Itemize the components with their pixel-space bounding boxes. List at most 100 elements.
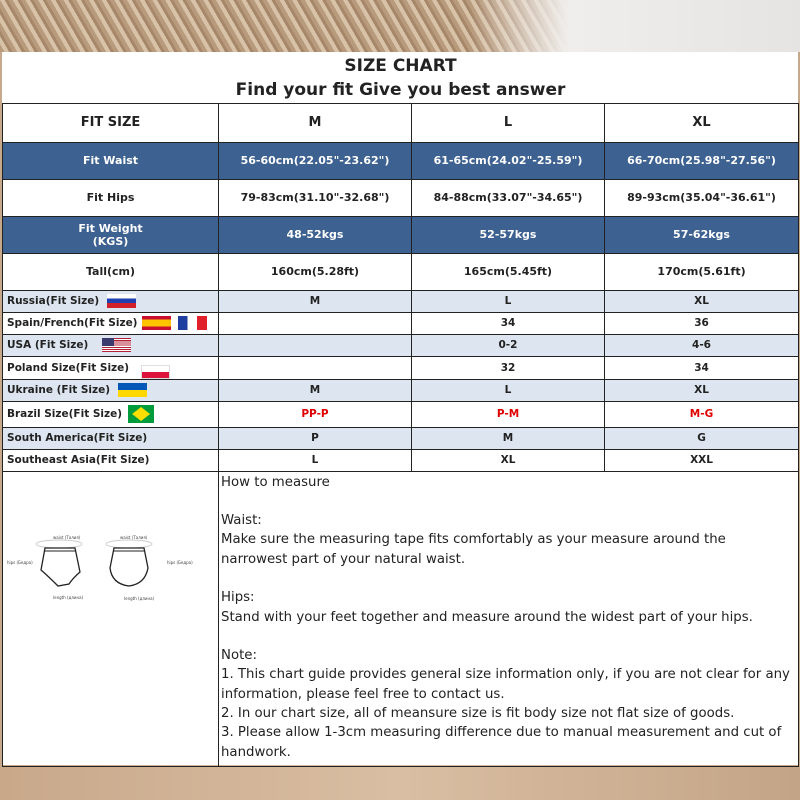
chart-title: SIZE CHART Find your fit Give you best an… (2, 52, 799, 104)
diagram-waist-label: waist (Талия) (53, 534, 81, 540)
diagram-hips-label: hips (Бедра) (7, 559, 33, 565)
row-label: USA (Fit Size) (2, 333, 219, 357)
row-label-line1: Fit Weight (78, 221, 143, 235)
country-label: Poland Size(Fit Size) (7, 361, 130, 374)
cell: 89-93cm(35.04"-36.61") (603, 178, 800, 217)
header-fit-size: FIT SIZE (2, 102, 219, 143)
row-label: South America(Fit Size) (2, 426, 219, 450)
brazil-flag-icon (128, 405, 155, 423)
note-title: Note: (221, 648, 257, 664)
waist-text: Make sure the measuring tape fits comfor… (221, 532, 726, 567)
note-item: 2. In our chart size, all of meansure si… (221, 706, 735, 722)
france-flag-icon (177, 316, 207, 330)
cell: 52-57kgs (411, 215, 605, 254)
row-poland: Poland Size(Fit Size) 32 34 (2, 355, 800, 380)
cell: M (411, 426, 605, 450)
header-m: M (218, 102, 412, 143)
cell: P-M (411, 400, 605, 428)
hips-text: Stand with your feet together and measur… (221, 609, 753, 625)
row-label: Poland Size(Fit Size) (2, 355, 219, 380)
row-tall: Tall(cm) 160cm(5.28ft) 165cm(5.45ft) 170… (2, 252, 800, 291)
subtitle: Find your fit Give you best answer (235, 80, 566, 101)
cell: XL (603, 289, 800, 313)
row-usa: USA (Fit Size) 0-2 4-6 (2, 333, 800, 357)
row-label: Tall(cm) (2, 252, 219, 291)
cell: L (218, 448, 412, 472)
cell: L (411, 289, 605, 313)
row-label: Brazil Size(Fit Size) (2, 400, 219, 428)
row-label-line2: (KGS) (92, 234, 129, 248)
cell: 56-60cm(22.05"-23.62") (218, 141, 412, 180)
cell: 170cm(5.61ft) (603, 252, 800, 291)
cell (218, 333, 412, 357)
row-spain-france: Spain/French(Fit Size) 34 36 (2, 311, 800, 335)
row-russia: Russia(Fit Size) M L XL (2, 289, 800, 313)
poland-flag-icon (141, 364, 171, 379)
measure-instructions: How to measure Waist: Make sure the meas… (217, 470, 800, 767)
country-label: Ukraine (Fit Size) (7, 384, 111, 396)
cell: XXL (603, 448, 800, 472)
row-weight: Fit Weight (KGS) 48-52kgs 52-57kgs 57-62k… (2, 215, 800, 254)
row-label: Fit Waist (2, 141, 219, 180)
cell: M-G (603, 400, 800, 428)
cell: G (603, 426, 800, 450)
hips-title: Hips: (221, 590, 255, 606)
cell: 66-70cm(25.98"-27.56") (603, 141, 800, 180)
row-southeast-asia: Southeast Asia(Fit Size) L XL XXL (2, 448, 800, 472)
background-wicker (0, 0, 800, 52)
note-item: 1. This chart guide provides general siz… (221, 667, 790, 702)
cell: 48-52kgs (218, 215, 412, 254)
russia-flag-icon (107, 294, 137, 308)
row-waist: Fit Waist 56-60cm(22.05"-23.62") 61-65cm… (2, 141, 800, 180)
row-ukraine: Ukraine (Fit Size) M L XL (2, 378, 800, 402)
cell: 34 (411, 311, 605, 335)
cell: XL (411, 448, 605, 472)
cell: P (218, 426, 412, 450)
spain-flag-icon (141, 316, 171, 330)
cell (218, 355, 412, 380)
ukraine-flag-icon (118, 383, 148, 397)
country-label: USA (Fit Size) (7, 339, 89, 351)
header-xl: XL (603, 102, 800, 143)
cell (218, 311, 412, 335)
cell: 165cm(5.45ft) (411, 252, 605, 291)
diagram-length-label: length (длина) (53, 594, 84, 600)
usa-flag-icon (102, 338, 132, 352)
measurement-diagram: waist (Талия) waist (Талия) hips (Бедра)… (2, 470, 219, 767)
cell: L (411, 378, 605, 402)
cell: 4-6 (603, 333, 800, 357)
row-label: Ukraine (Fit Size) (2, 378, 219, 402)
row-label: Southeast Asia(Fit Size) (2, 448, 219, 472)
row-brazil: Brazil Size(Fit Size) PP-P P-M M-G (2, 400, 800, 428)
cell: 160cm(5.28ft) (218, 252, 412, 291)
note-item: 3. Please allow 1-3cm measuring differen… (221, 725, 782, 760)
cell: 34 (603, 355, 800, 380)
cell: 57-62kgs (603, 215, 800, 254)
waist-title: Waist: (221, 513, 262, 529)
diagram-waist-label: waist (Талия) (120, 534, 148, 540)
row-label: Fit Weight (KGS) (2, 215, 219, 254)
cell: 61-65cm(24.02"-25.59") (411, 141, 605, 180)
diagram-hips-label: hips (Бедра) (167, 559, 193, 565)
country-label: Brazil Size(Fit Size) (7, 408, 123, 420)
measure-heading: How to measure (221, 474, 330, 490)
diagram-length-label: length (длина) (124, 595, 155, 601)
cell: 0-2 (411, 333, 605, 357)
row-label: Spain/French(Fit Size) (2, 311, 219, 335)
country-label: Spain/French(Fit Size) (7, 317, 138, 329)
header-row: FIT SIZE M L XL (2, 102, 800, 143)
cell: 84-88cm(33.07"-34.65") (411, 178, 605, 217)
header-l: L (411, 102, 605, 143)
cell: 79-83cm(31.10"-32.68") (218, 178, 412, 217)
country-label: Russia(Fit Size) (7, 295, 100, 307)
measure-row: waist (Талия) waist (Талия) hips (Бедра)… (2, 470, 800, 767)
cell: XL (603, 378, 800, 402)
title: SIZE CHART (344, 56, 457, 77)
cell: M (218, 378, 412, 402)
background-wood (0, 765, 800, 800)
row-hips: Fit Hips 79-83cm(31.10"-32.68") 84-88cm(… (2, 178, 800, 217)
size-chart: SIZE CHART Find your fit Give you best an… (2, 52, 800, 767)
cell: 32 (411, 355, 605, 380)
underwear-diagram-icon (35, 539, 153, 587)
